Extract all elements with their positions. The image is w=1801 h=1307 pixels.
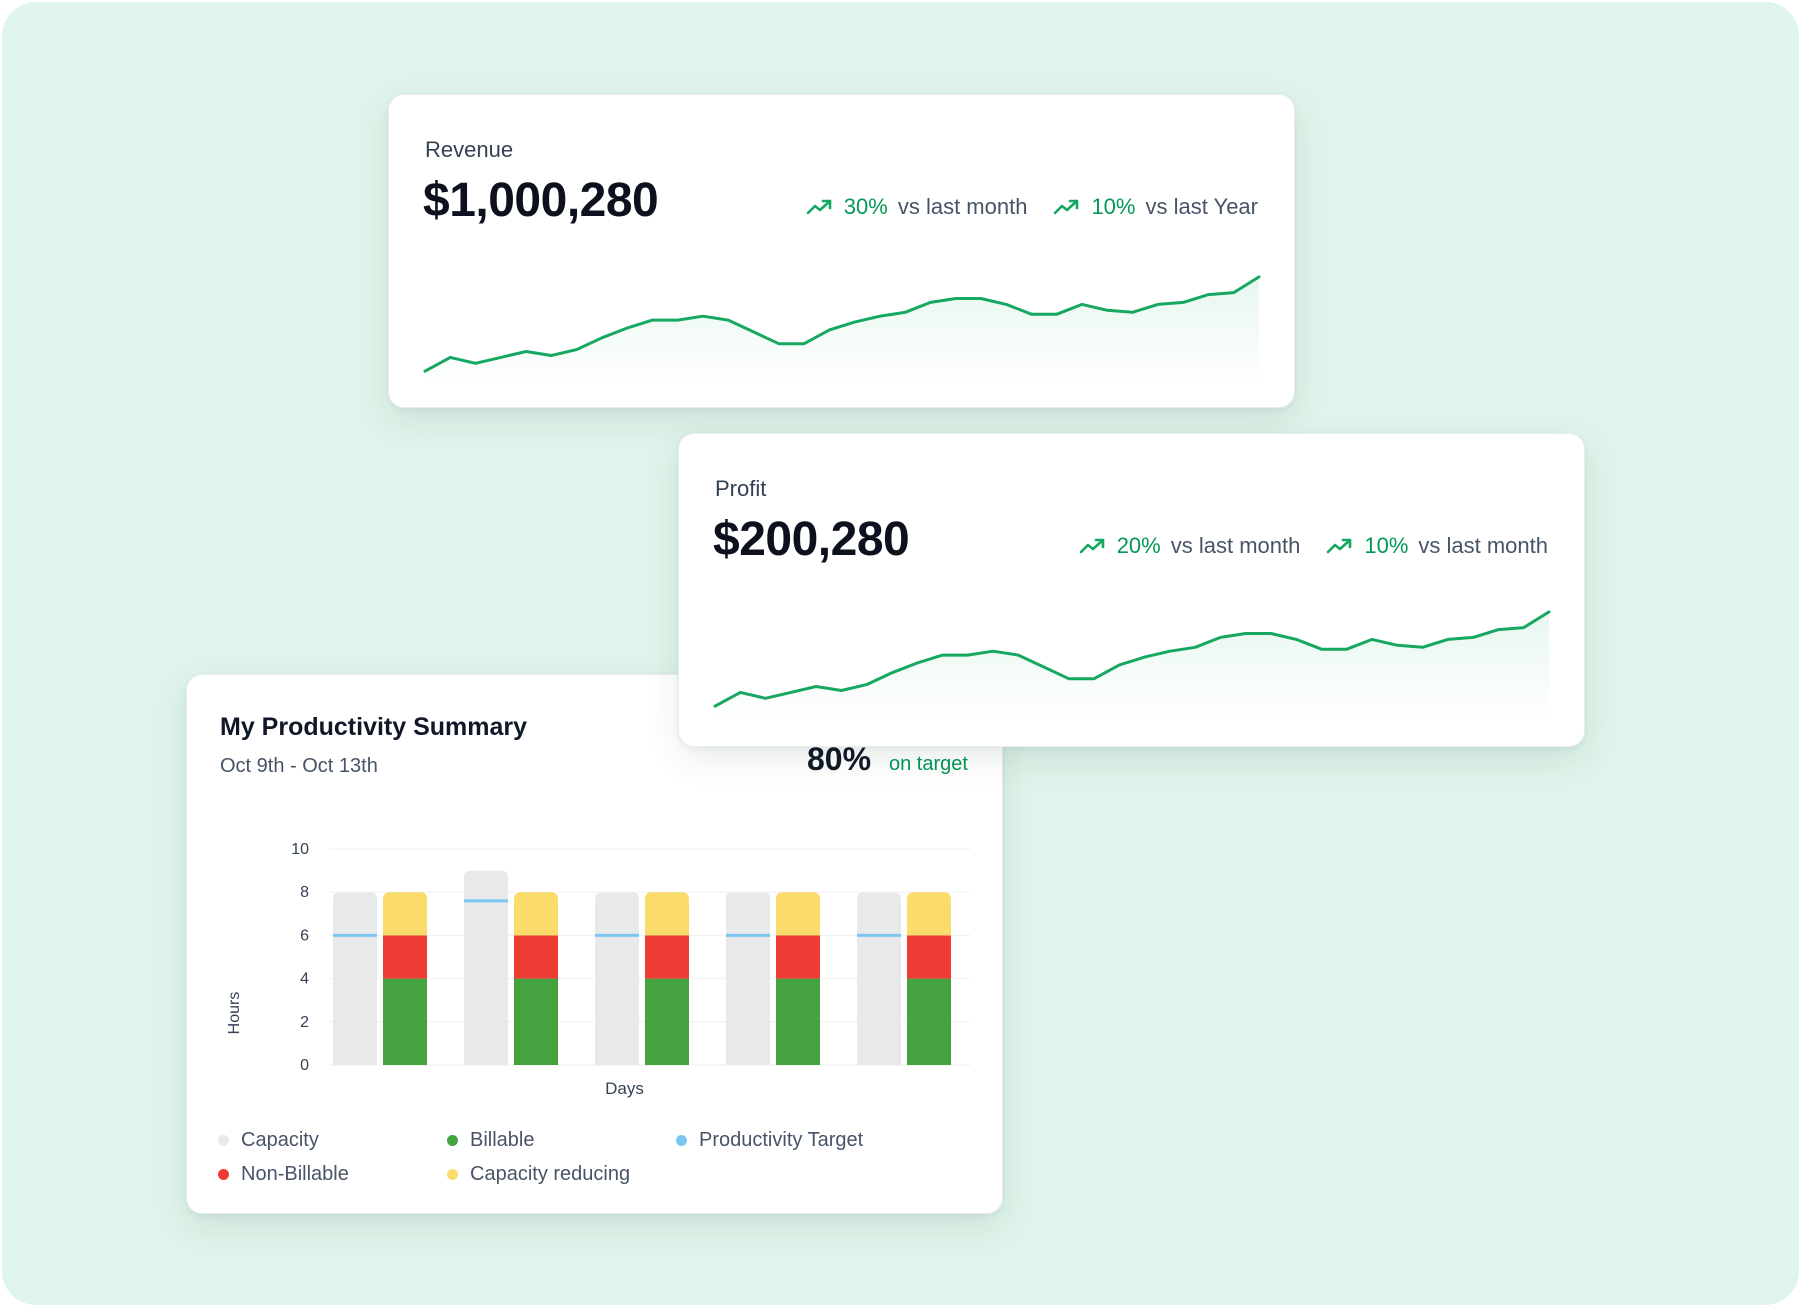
y-tick-label: 6: [300, 927, 309, 944]
sparkline-line: [713, 610, 1551, 708]
sparkline-area: [425, 276, 1259, 385]
legend-label: Billable: [470, 1129, 535, 1151]
trend-up-icon: [1327, 538, 1352, 554]
chart-bars: [333, 870, 951, 1065]
y-tick-label: 4: [300, 971, 309, 988]
legend-item-capacity: Capacity: [218, 1129, 319, 1152]
y-tick-label: 0: [300, 1057, 309, 1074]
profit-trends: 20% vs last month 10% vs last month: [1079, 533, 1548, 559]
bar-capacity-reducing: [645, 892, 689, 936]
trend-text: vs last Year: [1145, 194, 1258, 219]
legend-dot-capacity-reducing: [447, 1169, 458, 1180]
bar-capacity: [726, 892, 770, 1065]
trend-up-icon: [1079, 538, 1104, 554]
trend-up-icon: [1054, 199, 1079, 215]
legend-dot-non-billable: [218, 1169, 229, 1180]
bar-capacity-reducing: [907, 892, 951, 936]
legend-item-non-billable: Non-Billable: [218, 1163, 349, 1186]
revenue-value: $1,000,280: [423, 174, 659, 227]
profit-sparkline: [713, 610, 1551, 720]
bar-non-billable: [383, 935, 427, 979]
trend-text: vs last month: [1170, 533, 1301, 558]
bar-non-billable: [645, 935, 689, 979]
productivity-status: on target: [889, 753, 968, 775]
bar-billable: [383, 978, 427, 1065]
bar-billable: [907, 978, 951, 1065]
y-axis-label: Hours: [226, 992, 243, 1035]
revenue-trend-month: 30% vs last month: [806, 194, 1028, 220]
sparkline-area: [715, 611, 1549, 720]
productivity-title: My Productivity Summary: [220, 713, 528, 741]
legend-label: Non-Billable: [241, 1163, 349, 1185]
revenue-trend-year: 10% vs last Year: [1053, 194, 1258, 220]
bar-billable: [776, 978, 820, 1065]
revenue-card: Revenue $1,000,280 30% vs last month 10%…: [388, 94, 1295, 408]
profit-card: Profit $200,280 20% vs last month 10% vs…: [678, 433, 1585, 747]
revenue-sparkline: [423, 275, 1261, 385]
profit-value: $200,280: [713, 513, 910, 566]
trend-text: vs last month: [1418, 533, 1548, 558]
bar-capacity-reducing: [514, 892, 558, 936]
productivity-summary-card: My Productivity Summary Oct 9th - Oct 13…: [186, 674, 1003, 1214]
legend-item-capacity-reducing: Capacity reducing: [447, 1163, 630, 1186]
legend-dot-capacity: [218, 1135, 229, 1146]
trend-percent: 10%: [1364, 533, 1409, 558]
trend-percent: 30%: [843, 194, 888, 219]
bar-billable: [645, 978, 689, 1065]
y-tick-label: 2: [300, 1014, 309, 1031]
chart-y-ticks: 0 2 4 6 8 10: [291, 841, 309, 1074]
revenue-label: Revenue: [425, 137, 514, 162]
trend-percent: 20%: [1116, 533, 1161, 558]
trend-up-icon: [806, 199, 832, 215]
sparkline-line: [423, 275, 1261, 373]
bar-capacity-reducing: [776, 892, 820, 936]
y-tick-label: 8: [300, 884, 309, 901]
profit-trend-month-2: 10% vs last month: [1326, 533, 1548, 559]
bar-capacity: [333, 892, 377, 1065]
legend-item-productivity-target: Productivity Target: [676, 1129, 863, 1152]
bar-non-billable: [776, 935, 820, 979]
bar-non-billable: [514, 935, 558, 979]
legend-dot-productivity-target: [676, 1135, 687, 1146]
productivity-percent: 80%: [807, 741, 872, 777]
y-tick-label: 10: [291, 841, 309, 858]
bar-capacity: [857, 892, 901, 1065]
trend-percent: 10%: [1091, 194, 1136, 219]
legend-item-billable: Billable: [447, 1129, 534, 1152]
revenue-trends: 30% vs last month 10% vs last Year: [806, 194, 1258, 220]
legend-label: Capacity reducing: [470, 1163, 631, 1185]
profit-trend-month: 20% vs last month: [1079, 533, 1301, 559]
bar-capacity: [595, 892, 639, 1065]
productivity-bar-chart: 0 2 4 6 8 10 Hours: [226, 841, 970, 1074]
productivity-date-range: Oct 9th - Oct 13th: [220, 755, 378, 777]
profit-label: Profit: [715, 476, 767, 501]
legend-dot-billable: [447, 1135, 458, 1146]
x-axis-label: Days: [605, 1079, 644, 1098]
bar-billable: [514, 978, 558, 1065]
trend-text: vs last month: [897, 194, 1028, 219]
bar-non-billable: [907, 935, 951, 979]
legend-label: Capacity: [241, 1129, 319, 1151]
bar-capacity: [464, 870, 508, 1065]
bar-capacity-reducing: [383, 892, 427, 936]
legend-label: Productivity Target: [699, 1129, 864, 1151]
